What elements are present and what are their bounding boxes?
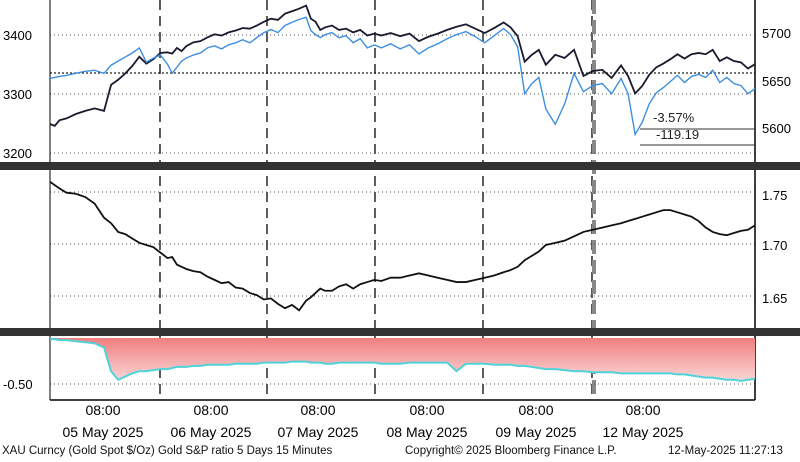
- tick-label-left-2: 3200: [3, 146, 32, 161]
- ratio-line: [49, 181, 756, 312]
- date-label-4: 09 May 2025: [496, 424, 577, 440]
- time-label-5: 08:00: [625, 402, 660, 418]
- drawdown-edge-line: [50, 338, 756, 382]
- panel-divider-1: [0, 162, 800, 170]
- tick-label-right-mid-1: 1.70: [762, 238, 787, 253]
- annotation-pct: -3.57%: [653, 110, 695, 125]
- tick-label-right-mid-0: 1.75: [762, 188, 787, 203]
- panel-divider-2: [0, 328, 800, 336]
- date-label-5: 12 May 2025: [603, 424, 684, 440]
- date-label-2: 07 May 2025: [278, 424, 359, 440]
- date-label-1: 06 May 2025: [171, 424, 252, 440]
- time-label-3: 08:00: [409, 402, 444, 418]
- footer-copyright: Copyright© 2025 Bloomberg Finance L.P.: [405, 445, 617, 457]
- tick-label-left-1: 3300: [3, 87, 32, 102]
- time-label-0: 08:00: [85, 402, 120, 418]
- time-label-2: 08:00: [300, 402, 335, 418]
- top-series-line-1: [49, 16, 756, 137]
- drawdown-area: [50, 338, 755, 381]
- tick-label-right-top-0: 5700: [762, 26, 791, 41]
- top-series-line-0: [49, 4, 756, 127]
- tick-label-bottom-0: -0.50: [3, 377, 33, 392]
- tick-label-right-top-2: 5600: [762, 121, 791, 136]
- date-label-3: 08 May 2025: [387, 424, 468, 440]
- date-label-0: 05 May 2025: [63, 424, 144, 440]
- footer: XAU Curncy (Gold Spot $/Oz) Gold S&P rat…: [0, 444, 800, 462]
- tick-label-right-top-1: 5650: [762, 74, 791, 89]
- time-label-1: 08:00: [193, 402, 228, 418]
- annotation-pts: -119.19: [656, 127, 699, 142]
- tick-label-left-0: 3400: [3, 28, 32, 43]
- bloomberg-chart: 3400 3300 3200 5700 5650 5600 1.75 1.70 1.65 -0.5…: [0, 0, 800, 440]
- tick-label-right-mid-2: 1.65: [762, 291, 787, 306]
- footer-series-desc: XAU Curncy (Gold Spot $/Oz) Gold S&P rat…: [2, 445, 333, 457]
- footer-timestamp: 12-May-2025 11:27:13: [668, 445, 783, 457]
- time-label-4: 08:00: [518, 402, 553, 418]
